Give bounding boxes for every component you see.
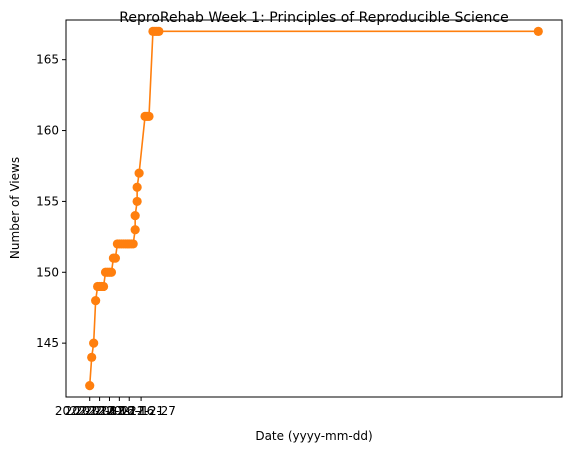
- x-tick-label: 2022-12-27: [106, 404, 176, 418]
- y-tick-label: 150: [36, 265, 59, 279]
- data-point: [91, 296, 101, 306]
- y-axis: 145 150 155 160 165: [36, 53, 66, 350]
- y-tick-label: 165: [36, 53, 59, 67]
- data-point: [106, 267, 117, 277]
- x-tick-label: 2022-12-21: [94, 404, 164, 418]
- data-point: [154, 26, 164, 36]
- x-tick-label: 2022-12-01: [55, 404, 125, 418]
- data-point: [128, 239, 138, 249]
- y-tick-label: 145: [36, 336, 59, 350]
- data-point: [87, 352, 97, 362]
- y-tick-label: 155: [36, 194, 59, 208]
- x-tick-label: 2022-12-11: [75, 404, 145, 418]
- x-tick-label: 2022-12-06: [65, 404, 135, 418]
- data-point: [89, 338, 99, 348]
- data-point: [134, 168, 144, 178]
- y-tick-label: 160: [36, 124, 59, 138]
- data-point: [110, 253, 121, 263]
- x-tick-label: 2022-12-16: [84, 404, 154, 418]
- data-point: [130, 225, 140, 235]
- data-point: [132, 182, 142, 192]
- plot-area: [85, 26, 543, 391]
- data-point: [132, 196, 142, 207]
- series-line: [88, 30, 539, 386]
- x-axis: 2022-12-012022-12-062022-12-112022-12-16…: [55, 397, 176, 418]
- y-axis-label: Number of Views: [8, 157, 22, 259]
- data-point: [533, 26, 543, 36]
- chart-title: ReproRehab Week 1: Principles of Reprodu…: [119, 10, 508, 26]
- plot-frame: [65, 19, 563, 398]
- data-point: [144, 111, 154, 121]
- data-point: [130, 210, 140, 221]
- x-axis-label: Date (yyyy-mm-dd): [255, 429, 372, 443]
- data-point: [85, 381, 95, 391]
- data-point: [98, 281, 109, 292]
